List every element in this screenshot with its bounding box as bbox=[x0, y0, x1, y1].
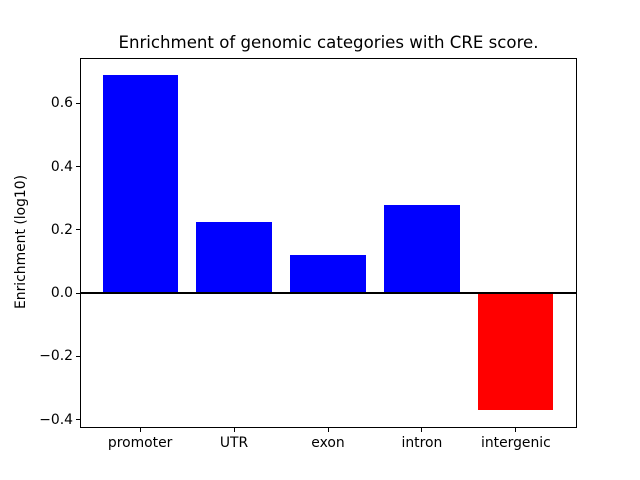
bar-intron bbox=[384, 204, 460, 294]
y-tick-label: 0.2 bbox=[50, 221, 73, 238]
x-tick-label: promoter bbox=[107, 435, 173, 451]
x-tick-label: intron bbox=[401, 435, 443, 451]
y-tick-mark bbox=[76, 355, 80, 357]
y-tick-label: 0.4 bbox=[50, 158, 73, 175]
x-tick-label: intergenic bbox=[480, 435, 551, 451]
y-tick-label: −0.4 bbox=[39, 411, 73, 428]
zero-line bbox=[81, 292, 576, 295]
chart-title: Enrichment of genomic categories with CR… bbox=[118, 33, 539, 52]
x-tick-mark bbox=[233, 428, 235, 432]
y-tick-mark bbox=[76, 292, 80, 294]
y-tick-mark bbox=[76, 229, 80, 231]
x-tick-mark bbox=[327, 428, 329, 432]
x-tick-mark bbox=[139, 428, 141, 432]
y-tick-mark bbox=[76, 166, 80, 168]
y-tick-mark bbox=[76, 419, 80, 421]
y-tick-mark bbox=[76, 102, 80, 104]
x-tick-label: UTR bbox=[219, 435, 249, 451]
x-tick-label: exon bbox=[311, 435, 345, 451]
x-tick-mark bbox=[421, 428, 423, 432]
bar-promoter bbox=[102, 74, 178, 294]
bar-UTR bbox=[196, 221, 272, 294]
y-tick-label: 0.0 bbox=[50, 285, 73, 302]
y-tick-label: −0.2 bbox=[39, 348, 73, 365]
y-tick-label: 0.6 bbox=[50, 95, 73, 112]
bar-exon bbox=[290, 255, 366, 294]
x-tick-mark bbox=[515, 428, 517, 432]
bar-intergenic bbox=[478, 293, 554, 411]
